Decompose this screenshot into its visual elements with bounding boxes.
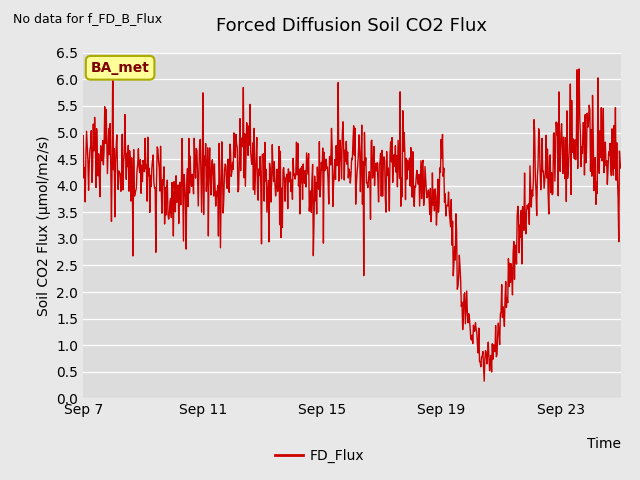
Text: Forced Diffusion Soil CO2 Flux: Forced Diffusion Soil CO2 Flux bbox=[216, 17, 488, 35]
Text: BA_met: BA_met bbox=[91, 61, 150, 75]
Legend: FD_Flux: FD_Flux bbox=[270, 443, 370, 468]
Text: Time: Time bbox=[587, 437, 621, 451]
Text: No data for f_FD_B_Flux: No data for f_FD_B_Flux bbox=[13, 12, 162, 25]
Y-axis label: Soil CO2 Flux (μmol/m2/s): Soil CO2 Flux (μmol/m2/s) bbox=[36, 135, 51, 316]
